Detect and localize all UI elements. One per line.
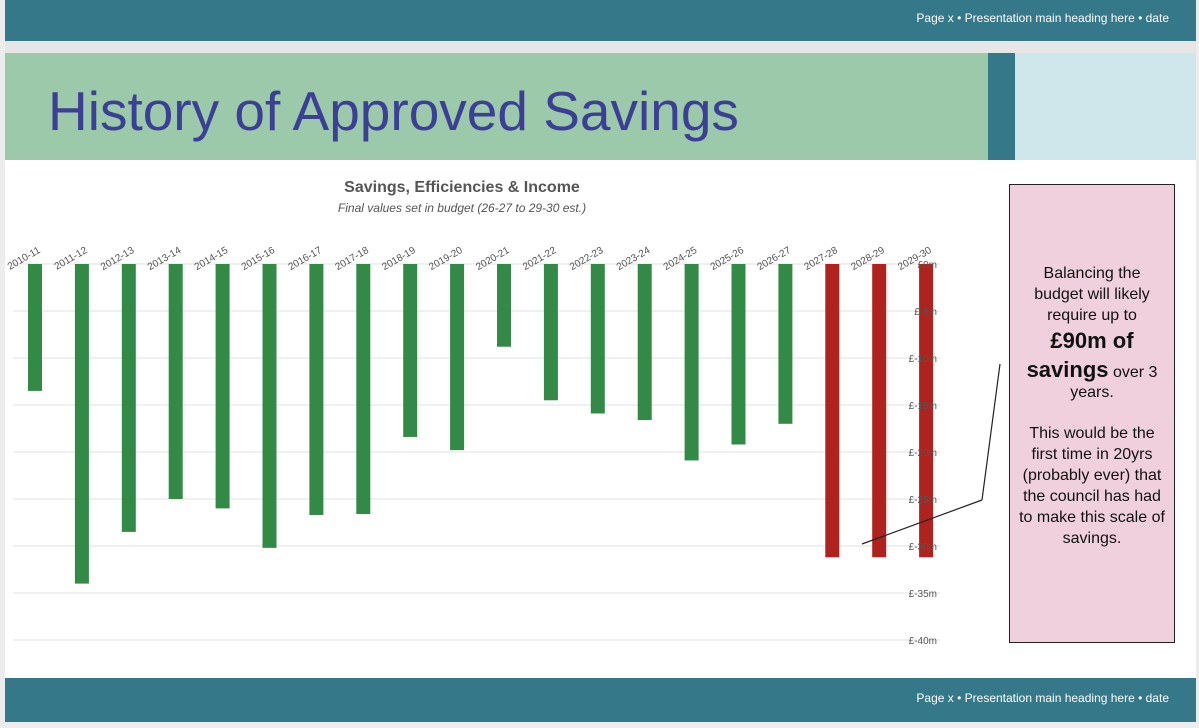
y-tick-labels: £0m £-5m £-10m £-15m £-20m £-25m £-30m £-35m £-4…	[909, 260, 937, 647]
bar-2018-19	[403, 264, 418, 437]
y-tick-label: £-20m	[909, 448, 937, 459]
x-tick-labels: 2010-11 2011-12 2012-13 2013-14 2014-15 2015-…	[6, 245, 934, 273]
y-tick-label: £-40m	[909, 636, 937, 647]
chart-title: Savings, Efficiencies & Income	[344, 179, 580, 196]
callout-highlight: £90m of savings	[1026, 328, 1134, 382]
callout-pointer-line-2	[861, 499, 983, 545]
footer-text: Page x • Presentation main heading here …	[916, 691, 1169, 705]
y-tick-label: £0m	[918, 260, 937, 271]
y-tick-label: £-35m	[909, 589, 937, 600]
bar-2029-30	[919, 264, 934, 558]
bar-2011-12	[74, 264, 89, 584]
y-tick-label: £-10m	[909, 354, 937, 365]
bar-2028-29	[872, 264, 887, 558]
y-tick-label: £-15m	[909, 401, 937, 412]
bar-2012-13	[121, 264, 136, 532]
header-band: Page x • Presentation main heading here …	[5, 0, 1196, 41]
bar-2024-25	[684, 264, 699, 461]
slide-title: History of Approved Savings	[48, 80, 739, 142]
y-tick-label: £-25m	[909, 495, 937, 506]
bar-2027-28	[825, 264, 840, 558]
bar-2014-15	[215, 264, 230, 509]
callout-box: Balancing the budget will likely require…	[1009, 184, 1175, 643]
accent-block-teal	[988, 53, 1015, 160]
y-tick-label: £-5m	[914, 307, 937, 318]
bar-2013-14	[168, 264, 183, 499]
footer-band: Page x • Presentation main heading here …	[5, 678, 1196, 722]
title-band: History of Approved Savings	[5, 53, 988, 160]
bar-2025-26	[731, 264, 746, 445]
callout-line3: This would be the first time in 20yrs (p…	[1019, 425, 1165, 547]
savings-chart: £0m £-5m £-10m £-15m £-20m £-25m £-30m £-35m £-4…	[6, 179, 1001, 647]
bar-2026-27	[778, 264, 793, 424]
y-tick-label: £-30m	[909, 542, 937, 553]
callout-line1: Balancing the budget will likely require…	[1034, 265, 1150, 324]
bar-2020-21	[497, 264, 511, 347]
header-footer-text: Page x • Presentation main heading here …	[916, 11, 1169, 25]
bar-2015-16	[262, 264, 277, 548]
bar-2021-22	[543, 264, 558, 401]
header-gap	[5, 41, 1196, 53]
bar-2023-24	[637, 264, 652, 421]
bars-layer	[28, 264, 934, 584]
grid-layer	[13, 263, 940, 641]
bar-2016-17	[309, 264, 324, 515]
chart-subtitle: Final values set in budget (26-27 to 29-…	[338, 201, 586, 215]
callout-pointer-line	[981, 363, 1001, 501]
callout-highlight-tail: over 3 years.	[1070, 364, 1158, 401]
bar-2017-18	[356, 264, 371, 515]
accent-block-light	[1015, 53, 1196, 160]
bar-2010-11	[28, 264, 42, 391]
slide-body: £0m £-5m £-10m £-15m £-20m £-25m £-30m £-35m £-4…	[5, 160, 1196, 678]
bar-2022-23	[590, 264, 605, 414]
bar-2019-20	[450, 264, 465, 451]
